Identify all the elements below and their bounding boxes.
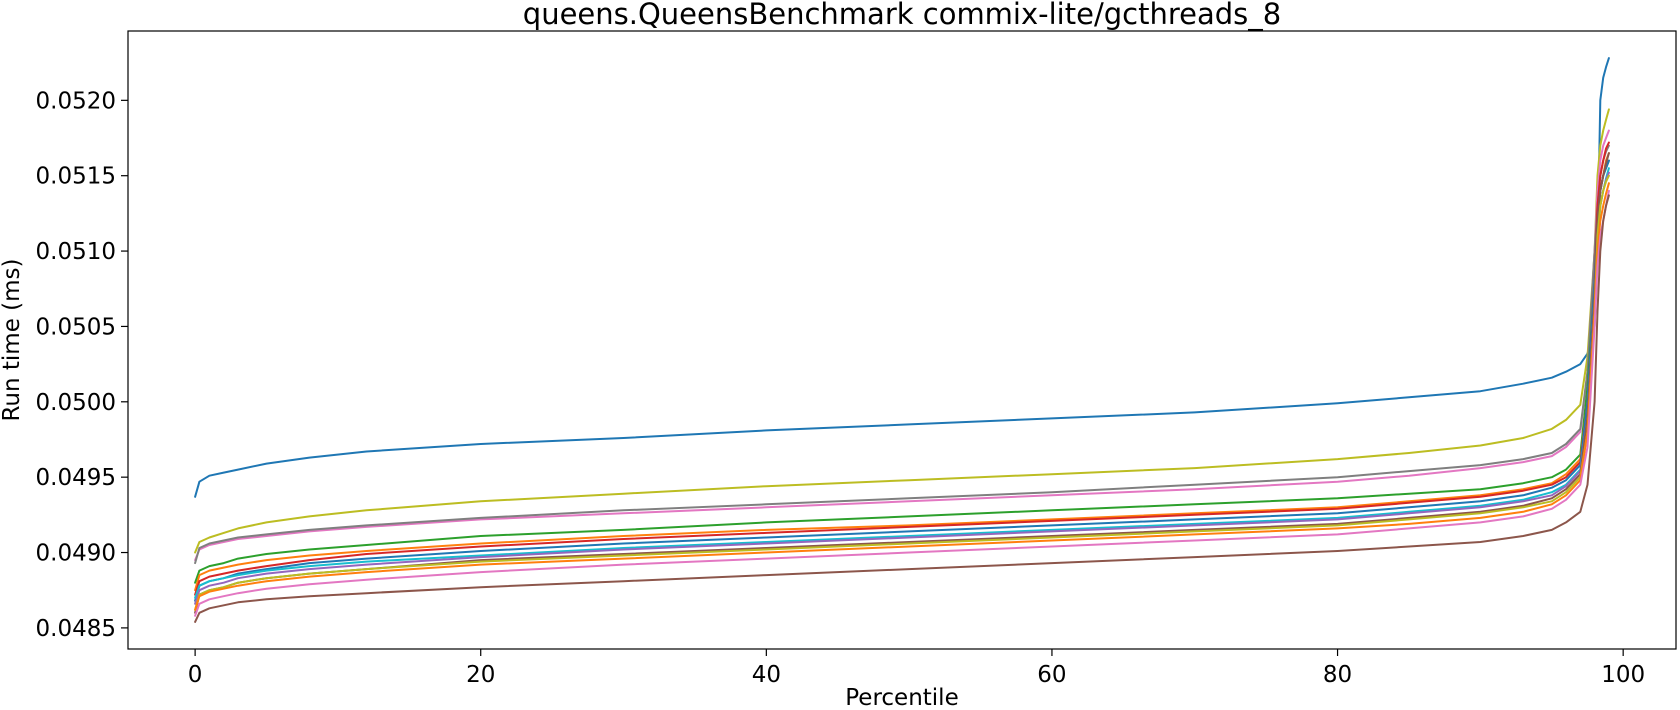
series-line-8 xyxy=(194,159,1610,602)
series-line-15 xyxy=(194,194,1610,623)
y-tick-label: 0.0520 xyxy=(36,88,116,114)
series-line-14 xyxy=(194,189,1610,617)
x-tick-label: 100 xyxy=(1601,662,1645,688)
chart-title: queens.QueensBenchmark commix-lite/gcthr… xyxy=(523,0,1281,31)
series-line-12 xyxy=(194,174,1610,611)
y-tick-label: 0.0485 xyxy=(36,616,116,642)
x-axis: 0 20 40 60 80 100 xyxy=(188,649,1645,688)
y-axis-label: Run time (ms) xyxy=(0,258,25,421)
series-line-9 xyxy=(194,167,1610,599)
y-axis: 0.0485 0.0490 0.0495 0.0500 0.0505 0.0510 0.05… xyxy=(36,88,128,642)
y-tick-label: 0.0500 xyxy=(36,390,116,416)
x-tick-label: 20 xyxy=(466,662,495,688)
y-tick-label: 0.0505 xyxy=(36,314,116,340)
series-line-1 xyxy=(194,57,1610,498)
y-tick-label: 0.0495 xyxy=(36,465,116,491)
series-line-10 xyxy=(194,171,1610,605)
y-tick-label: 0.0490 xyxy=(36,541,116,567)
series-line-13 xyxy=(194,182,1610,611)
x-tick-label: 60 xyxy=(1037,662,1066,688)
series-line-3 xyxy=(194,129,1610,562)
y-tick-label: 0.0510 xyxy=(36,239,116,265)
plot-frame xyxy=(127,30,1677,650)
series-line-2 xyxy=(194,108,1610,554)
series-line-7 xyxy=(194,141,1610,596)
series-layer xyxy=(194,57,1610,623)
series-line-4 xyxy=(194,144,1610,565)
x-tick-label: 40 xyxy=(752,662,781,688)
x-tick-label: 0 xyxy=(188,662,203,688)
x-tick-label: 80 xyxy=(1323,662,1352,688)
x-axis-label: Percentile xyxy=(845,685,958,710)
y-tick-label: 0.0515 xyxy=(36,164,116,190)
